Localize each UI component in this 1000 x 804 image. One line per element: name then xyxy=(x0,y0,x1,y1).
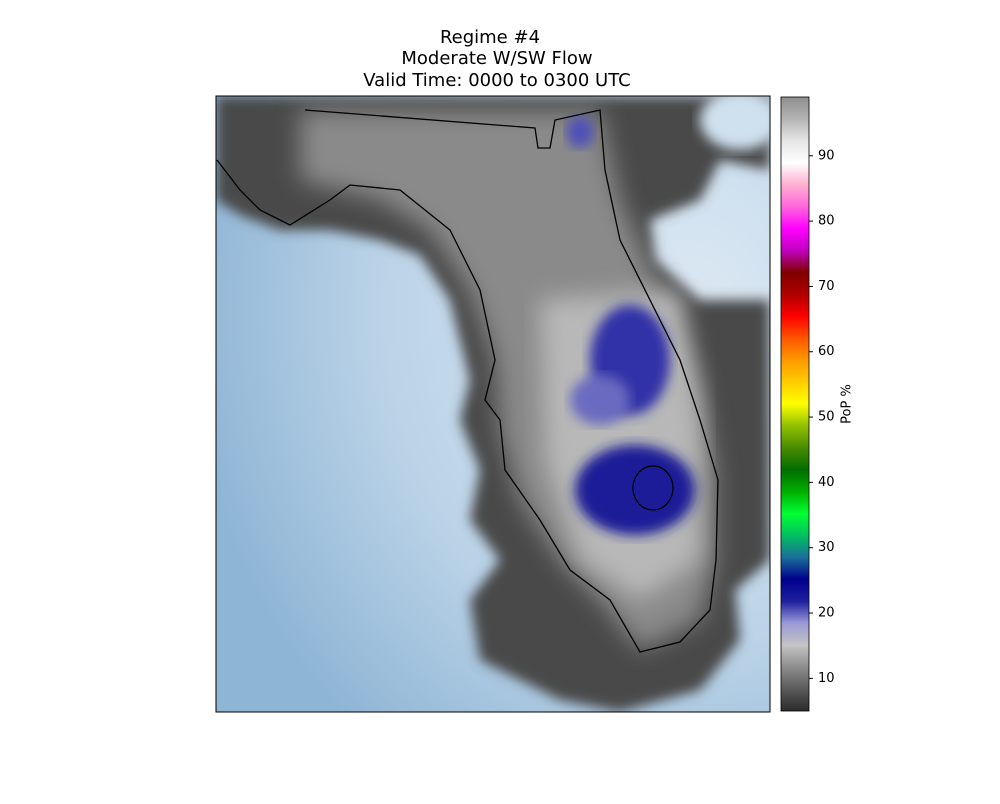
colorbar-tick-label: 40 xyxy=(818,475,835,490)
colorbar-tick-label: 70 xyxy=(818,279,835,294)
coastline xyxy=(216,109,719,653)
colorbar-tick-label: 30 xyxy=(818,540,835,555)
colorbar-tick-label: 90 xyxy=(818,148,835,163)
sea xyxy=(700,96,770,150)
colorbar-tick-label: 20 xyxy=(818,606,835,621)
title-line: Valid Time: 0000 to 0300 UTC xyxy=(363,70,630,91)
precip-field xyxy=(575,445,695,535)
map xyxy=(216,96,770,712)
title-line: Regime #4 xyxy=(440,27,540,48)
colorbar xyxy=(780,96,810,712)
lake-outline xyxy=(632,465,674,511)
colorbar-tick-label: 50 xyxy=(818,410,835,425)
title-line: Moderate W/SW Flow xyxy=(401,48,592,69)
map-frame xyxy=(215,95,771,713)
colorbar-tick-label: 10 xyxy=(818,671,835,686)
colorbar-label: PoP % xyxy=(840,384,855,424)
precip-field xyxy=(570,375,630,425)
colorbar-tick-label: 60 xyxy=(818,344,835,359)
precip-field xyxy=(566,116,594,148)
colorbar-tick-label: 80 xyxy=(818,214,835,229)
